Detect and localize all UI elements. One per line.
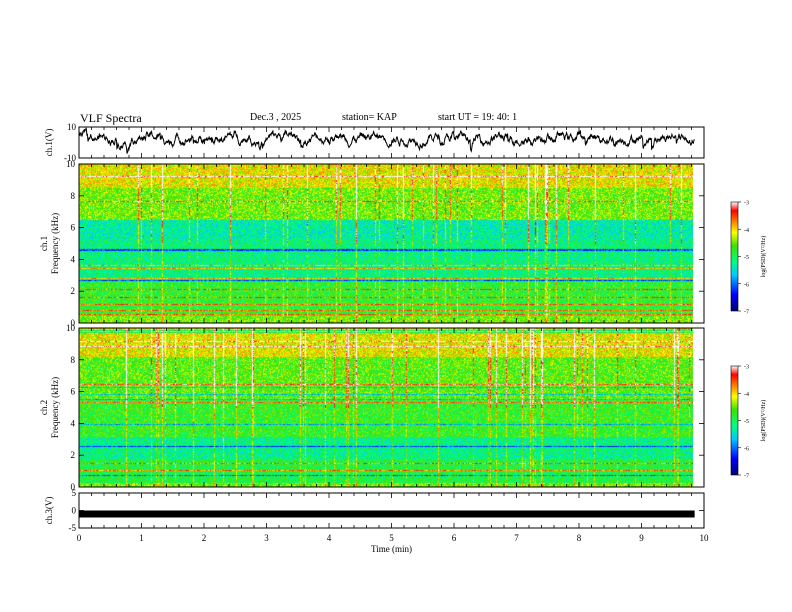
time-tick-label: 7 — [514, 533, 519, 543]
ch2-freq-tick: 2 — [71, 450, 76, 460]
ch3-tick: -5 — [69, 523, 77, 533]
colorbar-tick-label: -7 — [744, 310, 749, 316]
ch1-freq-tick: 0 — [71, 318, 76, 328]
colorbar-tick-label: -6 — [744, 446, 749, 452]
colorbar-tick-label: -7 — [744, 474, 749, 480]
ch2-freq-label: Frequency (kHz) — [50, 377, 60, 438]
ch3-tick: 0 — [72, 506, 77, 516]
ch1-waveform-line — [78, 127, 695, 154]
ch2-channel-label: ch.2 — [39, 400, 49, 415]
ch2-freq-tick: 0 — [71, 482, 76, 492]
ch3-trace — [79, 510, 695, 518]
colorbar-tick-label: -4 — [744, 228, 749, 234]
time-tick-label: 0 — [77, 533, 82, 543]
ch1-freq-tick: 6 — [71, 223, 76, 233]
colorbar-label: log(PSD)(V²/Hz) — [760, 236, 767, 277]
time-tick-label: 2 — [202, 533, 207, 543]
ch1-freq-tick: 8 — [71, 191, 76, 201]
time-tick-label: 10 — [700, 533, 710, 543]
ch1-tick: 10 — [67, 122, 77, 132]
ch1-ylabel: ch.1(V) — [44, 129, 54, 157]
ch1-spectrogram-image — [79, 164, 693, 323]
time-axis-label: Time (min) — [371, 544, 412, 554]
ch2-spectrogram-image — [79, 328, 693, 487]
time-tick-label: 5 — [389, 533, 394, 543]
ch2-colorbar — [730, 365, 739, 476]
plot-title: VLF Spectra — [80, 111, 142, 125]
time-tick-label: 1 — [139, 533, 144, 543]
ch1-channel-label: ch.1 — [39, 236, 49, 251]
date-label: Dec.3 , 2025 — [250, 112, 302, 123]
ch1-freq-tick: 10 — [66, 159, 76, 169]
ch2-freq-tick: 4 — [71, 418, 76, 428]
colorbar-tick-label: -3 — [744, 365, 749, 371]
time-tick-label: 8 — [577, 533, 582, 543]
colorbar-tick-label: -6 — [744, 282, 749, 288]
colorbar-tick-label: -5 — [744, 419, 749, 425]
time-tick-label: 6 — [452, 533, 457, 543]
start-time-label: start UT = 19: 40: 1 — [438, 112, 518, 123]
ch3-ylabel: ch.3(V) — [44, 497, 54, 525]
time-tick-label: 3 — [264, 533, 269, 543]
ch2-freq-tick: 6 — [71, 387, 76, 397]
ch1-freq-tick: 4 — [71, 254, 76, 264]
ch1-colorbar — [730, 201, 739, 312]
time-tick-label: 9 — [639, 533, 644, 543]
colorbar-tick-label: -5 — [744, 255, 749, 261]
ch1-freq-label: Frequency (kHz) — [50, 213, 60, 274]
colorbar-label: log(PSD)(V²/Hz) — [760, 400, 767, 441]
colorbar-tick-label: -4 — [744, 392, 749, 398]
ch2-freq-tick: 10 — [66, 323, 76, 333]
ch1-tick: -10 — [64, 153, 76, 163]
station-label: station= KAP — [342, 112, 397, 123]
ch3-tick: 5 — [72, 488, 77, 498]
time-tick-label: 4 — [327, 533, 332, 543]
ch2-freq-tick: 8 — [71, 355, 76, 365]
ch1-freq-tick: 2 — [71, 286, 76, 296]
colorbar-tick-label: -3 — [744, 201, 749, 207]
